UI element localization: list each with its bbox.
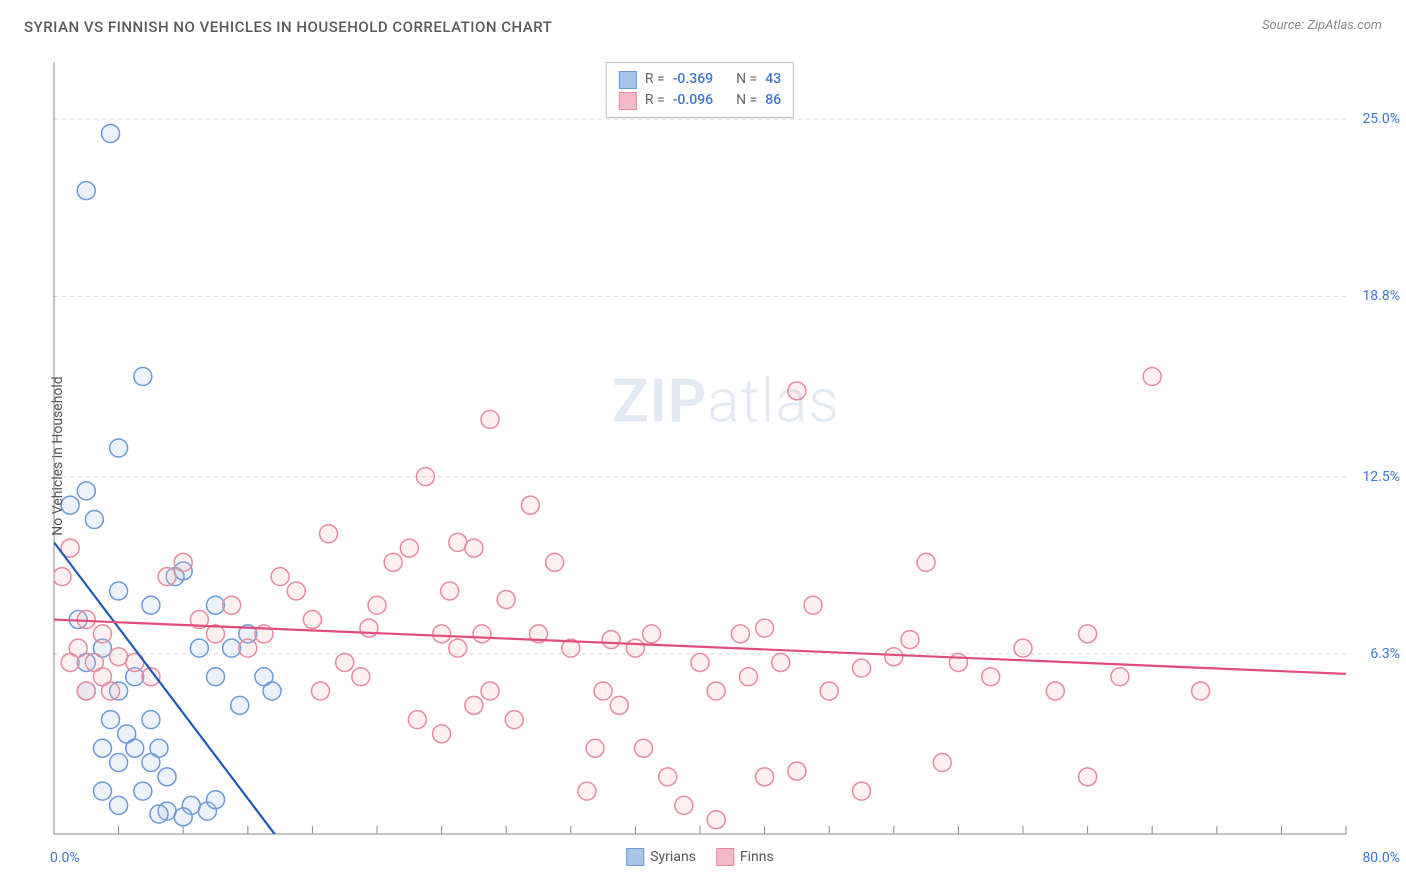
r-value-syrians: -0.369 <box>673 69 713 90</box>
source-label: Source: ZipAtlas.com <box>1262 18 1382 33</box>
chart-title: SYRIAN VS FINNISH NO VEHICLES IN HOUSEHO… <box>24 18 552 36</box>
bottom-legend: Syrians Finns <box>626 848 774 866</box>
swatch-finns <box>619 92 637 110</box>
x-min-label: 0.0% <box>50 850 80 866</box>
swatch-syrians <box>619 71 637 89</box>
legend-item-syrians: Syrians <box>626 848 696 866</box>
swatch-syrians-icon <box>626 848 644 866</box>
y-axis-label: No Vehicles in Household <box>50 376 66 535</box>
legend-item-finns: Finns <box>716 848 774 866</box>
swatch-finns-icon <box>716 848 734 866</box>
y-tick-label: 6.3% <box>1370 646 1400 662</box>
y-tick-label: 18.8% <box>1362 288 1400 304</box>
r-value-finns: -0.096 <box>673 90 713 111</box>
legend-stats-box: R = -0.369 N = 43 R = -0.096 N = 86 <box>606 62 794 118</box>
n-value-finns: 86 <box>765 90 781 111</box>
y-tick-label: 25.0% <box>1362 111 1400 127</box>
y-tick-label: 12.5% <box>1362 469 1400 485</box>
chart-area: No Vehicles in Household ZIPatlas R = -0… <box>50 58 1350 838</box>
legend-row-syrians: R = -0.369 N = 43 <box>619 69 781 90</box>
x-max-label: 80.0% <box>1362 850 1400 866</box>
n-value-syrians: 43 <box>765 69 781 90</box>
legend-row-finns: R = -0.096 N = 86 <box>619 90 781 111</box>
scatter-plot <box>50 58 1350 838</box>
